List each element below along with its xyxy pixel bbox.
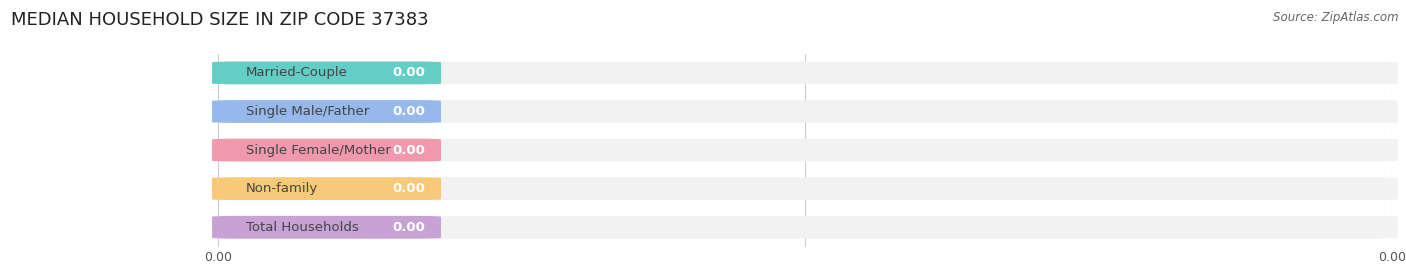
Text: Single Female/Mother: Single Female/Mother [246,144,391,157]
FancyBboxPatch shape [212,62,1398,84]
Text: 0.00: 0.00 [392,105,426,118]
FancyBboxPatch shape [212,100,441,123]
Text: 0.00: 0.00 [392,182,426,195]
Text: Total Households: Total Households [246,221,359,234]
Text: 0.00: 0.00 [392,66,426,79]
Text: MEDIAN HOUSEHOLD SIZE IN ZIP CODE 37383: MEDIAN HOUSEHOLD SIZE IN ZIP CODE 37383 [11,11,429,29]
Text: Source: ZipAtlas.com: Source: ZipAtlas.com [1274,11,1399,24]
FancyBboxPatch shape [212,216,441,239]
FancyBboxPatch shape [212,100,1398,123]
FancyBboxPatch shape [212,139,1398,161]
FancyBboxPatch shape [212,216,1398,239]
FancyBboxPatch shape [212,139,441,161]
FancyBboxPatch shape [212,177,441,200]
Text: Single Male/Father: Single Male/Father [246,105,370,118]
Text: 0.00: 0.00 [392,144,426,157]
Text: 0.00: 0.00 [392,221,426,234]
FancyBboxPatch shape [212,62,441,84]
Text: Non-family: Non-family [246,182,318,195]
FancyBboxPatch shape [212,177,1398,200]
Text: Married-Couple: Married-Couple [246,66,347,79]
